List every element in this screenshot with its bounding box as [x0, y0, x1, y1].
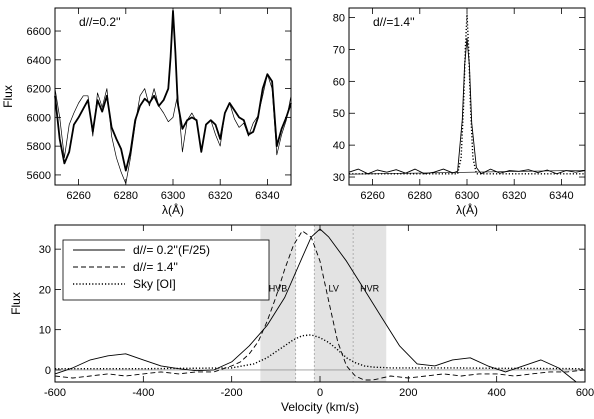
series-dotted-line	[349, 13, 585, 175]
x-tick-label: -200	[221, 387, 243, 399]
x-tick-label: 6300	[455, 190, 479, 202]
y-tick-label: 6200	[27, 84, 51, 96]
series-dashed-line	[54, 230, 586, 381]
legend-entry: d//= 0.2''(F/25)	[133, 243, 210, 257]
series-dotted-line	[55, 334, 586, 370]
x-tick-label: 6300	[161, 190, 185, 202]
band-label-hvr: HVR	[360, 283, 380, 293]
y-tick-label: 70	[333, 44, 345, 56]
x-tick-label: 6320	[208, 190, 232, 202]
y-tick-label: 6400	[27, 55, 51, 67]
y-tick-label: 5800	[27, 141, 51, 153]
y-tick-label: 80	[333, 13, 345, 25]
band-lv	[314, 225, 354, 382]
y-tick-label: 6000	[27, 112, 51, 124]
series-thin-line	[54, 73, 292, 184]
x-axis-label: Velocity (km/s)	[281, 400, 359, 414]
x-tick-label: -400	[132, 387, 154, 399]
x-axis-label: λ(Å)	[456, 202, 478, 217]
band-label-lv: LV	[329, 283, 339, 293]
legend-entry: d//= 1.4''	[133, 260, 178, 274]
y-tick-label: 5600	[27, 170, 51, 182]
plot-frame	[348, 7, 586, 186]
panel-annotation: d//=1.4''	[373, 15, 415, 29]
x-tick-label: 6260	[360, 190, 384, 202]
x-tick-label: 200	[399, 387, 417, 399]
y-tick-label: 60	[333, 76, 345, 88]
y-tick-label: 10	[39, 325, 51, 337]
y-tick-label: 6600	[27, 26, 51, 38]
legend-box	[62, 239, 270, 301]
x-tick-label: 6280	[408, 190, 432, 202]
x-tick-label: 6320	[502, 190, 526, 202]
x-tick-label: 0	[317, 387, 323, 399]
x-tick-label: 400	[487, 387, 505, 399]
x-tick-label: 6340	[255, 190, 279, 202]
x-axis-label: λ(Å)	[162, 202, 184, 217]
y-tick-label: 50	[333, 108, 345, 120]
band-hvr	[353, 225, 387, 382]
panel-annotation: d//=0.2''	[79, 15, 121, 29]
panel-top-left	[54, 7, 292, 186]
y-tick-label: 20	[39, 284, 51, 296]
series-continuum-line	[348, 170, 586, 175]
plot-frame	[54, 7, 292, 186]
x-tick-label: 6260	[66, 190, 90, 202]
series-solid-line	[348, 37, 586, 175]
y-tick-label: 0	[45, 365, 51, 377]
panel-bottom	[54, 224, 586, 383]
band-label-hvb: HVB	[269, 283, 288, 293]
y-axis-label: Flux	[9, 292, 23, 315]
series-thick-line	[54, 9, 292, 172]
y-tick-label: 40	[333, 140, 345, 152]
panel-top-right	[348, 7, 586, 186]
x-tick-label: 600	[576, 387, 594, 399]
x-tick-label: 6340	[549, 190, 573, 202]
legend-entry: Sky [OI]	[133, 277, 176, 291]
y-tick-label: 30	[39, 244, 51, 256]
x-tick-label: 6280	[114, 190, 138, 202]
series-solid-line	[54, 228, 577, 383]
x-tick-label: -600	[44, 387, 66, 399]
y-axis-label: Flux	[1, 85, 15, 108]
y-tick-label: 30	[333, 172, 345, 184]
